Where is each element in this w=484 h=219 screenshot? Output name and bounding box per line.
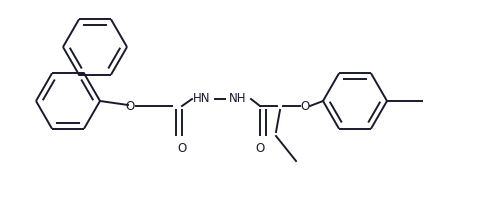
Text: HN: HN (193, 92, 211, 106)
Text: O: O (125, 99, 135, 113)
Text: O: O (255, 142, 264, 155)
Text: NH: NH (229, 92, 246, 106)
Text: O: O (177, 142, 186, 155)
Text: O: O (300, 99, 309, 113)
